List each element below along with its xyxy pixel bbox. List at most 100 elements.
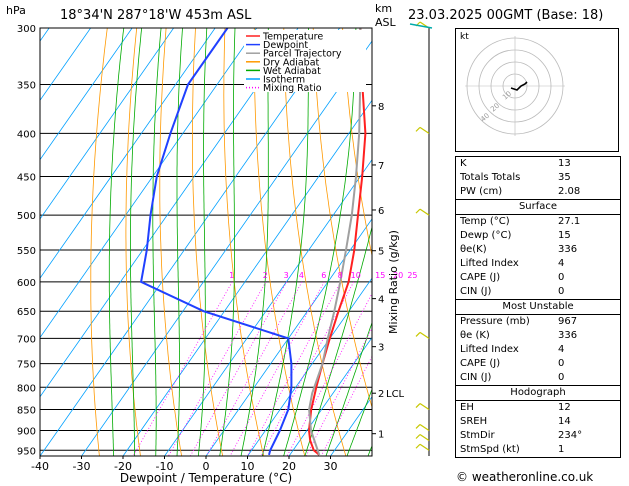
wet-adiabat-line [346,388,372,456]
mixing-ratio-label: 1 [229,271,234,280]
index-value: 1 [558,444,565,455]
mixing-ratio-line [167,281,267,456]
wind-barb-flag [415,331,421,337]
wet-adiabat-line [108,28,125,456]
index-row: StmDir 234° [456,429,620,443]
plot-frame [39,27,373,457]
temp-tick-label: -20 [114,460,132,473]
wet-adiabat-line [325,321,372,456]
index-row: PW (cm) 2.08 [456,185,620,199]
wind-barb [419,208,430,216]
index-value: 13 [558,158,571,169]
pressure-tick-label: 450 [17,173,36,184]
mixing-ratio-line [260,281,355,456]
index-value: 15 [558,230,571,241]
index-row: θe (K) 336 [456,329,620,343]
wet-adiabat-line [197,28,208,456]
index-value: 0 [558,372,565,383]
pressure-tick-label: 550 [17,246,36,257]
index-label: CIN (J) [460,286,492,297]
wet-adiabat-line [240,28,269,456]
wind-barb-top [409,23,433,29]
hodograph-unit: kt [460,32,469,42]
index-value: 12 [558,402,571,413]
mixing-ratio-line [206,281,303,456]
wet-adiabat-line [367,444,372,456]
wind-barb [419,433,430,441]
isotherm-line [40,28,92,102]
index-label: CIN (J) [460,372,492,383]
legend-entry: Dewpoint [263,40,308,51]
dry-adiabat-line [312,28,372,409]
index-label: Lifted Index [460,258,519,269]
index-value: 2.08 [558,186,581,197]
isotherm-line [288,336,372,456]
hodograph-ring-label: 10 [501,90,513,102]
wind-barb [419,443,430,451]
basic-indices: K 13 Totals Totals 35 PW (cm) 2.08 [456,157,620,199]
index-value: 27.1 [558,216,581,227]
dry-adiabat-line [253,28,306,456]
legend-entry: Temperature [262,32,323,43]
wind-barb [419,423,430,431]
km-unit-label: km [375,2,393,15]
isotherm-line [164,158,372,456]
temp-tick-label: -30 [73,460,91,473]
dry-adiabat-line [90,28,108,456]
index-label: Pressure (mb) [460,316,530,327]
index-label: Totals Totals [460,172,521,183]
index-row: Dewp (°C) 15 [456,229,620,243]
mixing-ratio-label: 25 [407,271,417,280]
index-value: 35 [558,172,571,183]
legend-entry: Mixing Ratio [263,83,322,94]
pressure-tick-label: 800 [17,383,36,394]
mixing-ratio-line [246,281,341,456]
index-label: K [460,158,467,169]
pressure-tick-label: 650 [17,307,36,318]
isotherm-line [40,28,175,220]
index-value: 0 [558,286,565,297]
index-row: θe(K) 336 [456,243,620,257]
series-dewpoint [139,28,293,456]
isotherm-line [40,28,216,279]
wind-barb-flag [415,208,421,214]
index-row: Totals Totals 35 [456,171,620,185]
km-tick-label: 3 [378,343,384,354]
temp-tick-label: 30 [324,460,338,473]
wind-barb-flag [415,443,421,449]
hodograph-frame [455,28,619,152]
index-row: StmSpd (kt) 1 [456,443,620,457]
index-row: Pressure (mb) 967 [456,315,620,329]
pressure-tick-label: 300 [17,24,36,35]
wind-barb-flag [415,126,421,132]
isotherm-line [40,28,133,161]
km-tick-label: 2 [378,389,384,400]
pressure-tick-label: 500 [17,211,36,222]
lcl-label: LCL [386,389,405,400]
index-value: 4 [558,258,565,269]
wind-barb [419,331,430,339]
wind-barb-flag [415,403,421,408]
dry-adiabat-line [125,28,141,456]
isotherm-line [371,455,372,456]
km-tick-label: 1 [378,430,384,441]
wet-adiabat-line [261,28,309,456]
isotherm-line [40,28,50,42]
index-row: Temp (°C) 27.1 [456,215,620,229]
series-temperature [307,28,367,456]
index-label: Dewp (°C) [460,230,512,241]
index-label: StmDir [460,430,495,441]
index-label: EH [460,402,474,413]
legend-entry: Wet Adiabat [263,66,321,77]
dry-adiabat-line [396,0,452,469]
pressure-tick-label: 950 [17,446,36,457]
index-label: Temp (°C) [460,216,510,227]
pressure-tick-label: 600 [17,278,36,289]
km-tick-label: 7 [378,161,384,172]
mixing-ratio-label: 6 [321,271,326,280]
km-tick-label: 6 [378,206,384,217]
hodograph-ring-label: 20 [489,102,501,114]
wet-adiabat-line [283,28,357,456]
